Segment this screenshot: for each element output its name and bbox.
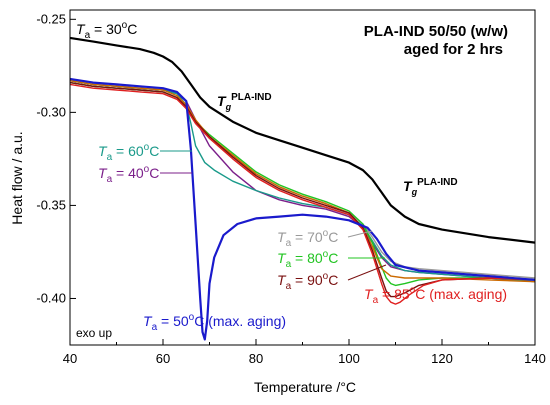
chart-subtitle: aged for 2 hrs [404, 41, 503, 58]
y-axis-label: Heat flow / a.u. [9, 131, 25, 224]
x-tick-label: 140 [524, 351, 546, 366]
x-tick-label: 100 [338, 351, 360, 366]
series-label-0: Ta = 30oC [76, 20, 137, 41]
chart-title: PLA-IND 50/50 (w/w) [364, 23, 508, 40]
x-axis-label: Temperature /°C [254, 379, 356, 395]
y-tick-label: -0.30 [36, 104, 66, 119]
x-tick-label: 40 [63, 351, 77, 366]
series-label-3: Ta = 60oC [98, 142, 159, 163]
series-line-7 [69, 81, 536, 298]
series-label-5: Ta = 80oC [277, 249, 338, 270]
tg-label-2: TgPLA-IND [403, 177, 458, 197]
tg-label-1: TgPLA-IND [217, 92, 272, 112]
leader-line [347, 264, 387, 281]
exo-up-note: exo up [76, 326, 112, 340]
series-label-4: Ta = 70oC [277, 228, 338, 249]
series-label-1: Ta = 50oC (max. aging) [143, 312, 286, 333]
x-tick-label: 120 [431, 351, 453, 366]
y-tick-label: -0.40 [36, 290, 66, 305]
y-tick-label: -0.25 [36, 11, 66, 26]
series-line-6 [69, 80, 536, 283]
series-label-8: Ta = 85oC (max. aging) [364, 285, 507, 306]
x-tick-label: 80 [249, 351, 263, 366]
x-tick-label: 60 [156, 351, 170, 366]
label-leader-lines [160, 150, 387, 281]
series-label-7: Ta = 90oC [277, 271, 338, 292]
y-tick-label: -0.35 [36, 197, 66, 212]
leader-line [347, 230, 373, 238]
axis-ticks: 40 60 80 100 120 140 -0.25 -0.30 -0.35 -0.40 [36, 11, 545, 366]
series-layer [69, 36, 536, 341]
series-labels: Ta = 30oC Ta = 50oC (max. aging) Ta = 40oC… [76, 20, 507, 333]
series-line-0 [69, 36, 536, 244]
series-line-1 [69, 77, 536, 341]
series-label-2: Ta = 40oC [98, 164, 159, 185]
series-line-8 [69, 83, 536, 305]
